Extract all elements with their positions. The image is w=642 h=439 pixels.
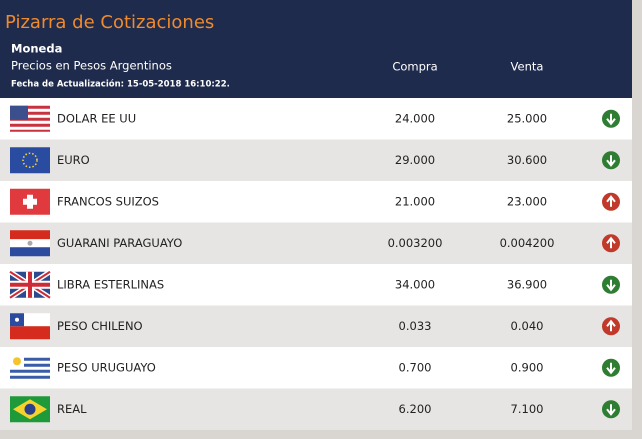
sell-price: 0.040 — [511, 319, 544, 333]
currency-name: GUARANI PARAGUAYO — [57, 236, 182, 250]
row-background — [0, 98, 632, 140]
row: PESO CHILENO 0.033 0.040 — [0, 305, 632, 347]
flag — [10, 354, 50, 381]
currency-name: DOLAR EE UU — [57, 111, 136, 125]
row: REAL 6.200 7.100 — [0, 388, 632, 430]
sell-price: 0.004200 — [500, 236, 555, 250]
trend-arrow — [606, 319, 616, 332]
row: EURO 29.000 30.600 — [0, 139, 632, 181]
updated: Fecha de Actualización: 15-05-2018 16:10… — [11, 79, 230, 90]
sell-price: 30.600 — [507, 153, 547, 167]
row-background — [0, 139, 632, 181]
row: DOLAR EE UU 24.000 25.000 — [0, 98, 632, 140]
trend-arrow — [606, 195, 616, 207]
flag — [10, 105, 50, 132]
sell-price: 25.000 — [507, 111, 547, 125]
row-background — [0, 181, 632, 223]
trend-arrow — [606, 362, 616, 375]
column-sell: Venta — [511, 60, 544, 74]
buy-price: 34.000 — [395, 277, 435, 291]
buy-price: 24.000 — [395, 111, 435, 125]
flag — [10, 147, 50, 174]
buy-price: 29.000 — [395, 153, 435, 167]
buy-price: 0.003200 — [388, 236, 443, 250]
trend-arrow — [606, 279, 616, 292]
currency-name: FRANCOS SUIZOS — [57, 194, 159, 208]
row-background — [0, 305, 632, 347]
trend-arrow — [606, 113, 616, 126]
buy-price: 0.700 — [399, 360, 432, 374]
column-buy: Compra — [392, 60, 437, 74]
buy-price: 0.033 — [399, 319, 432, 333]
sell-price: 0.900 — [511, 360, 544, 374]
currency-name: LIBRA ESTERLINAS — [57, 277, 164, 291]
trend-arrow — [606, 404, 616, 416]
subtitle: Precios en Pesos Argentinos — [11, 59, 172, 73]
row-background — [0, 388, 632, 430]
column-currency: Moneda — [11, 42, 62, 56]
flag — [10, 396, 50, 423]
sell-price: 36.900 — [507, 277, 547, 291]
row-background — [0, 347, 632, 389]
row: GUARANI PARAGUAYO 0.003200 0.004200 — [0, 222, 632, 264]
row: FRANCOS SUIZOS 21.000 23.000 — [0, 181, 632, 223]
row-background — [0, 222, 632, 264]
sell-price: 7.100 — [511, 402, 544, 416]
flag — [10, 188, 50, 215]
trend-arrow — [606, 236, 616, 249]
currency-name: PESO URUGUAYO — [57, 360, 156, 374]
buy-price: 6.200 — [399, 402, 432, 416]
currency-name: PESO CHILENO — [57, 319, 143, 333]
flag — [10, 230, 50, 257]
flag — [8, 269, 52, 300]
row: PESO URUGUAYO 0.700 0.900 — [0, 347, 632, 389]
rows: DOLAR EE UU 24.000 25.000 EURO 29.000 30.600 F… — [0, 98, 632, 430]
header-panel — [0, 0, 632, 98]
row-background — [0, 264, 632, 306]
currency-name: EURO — [57, 153, 90, 167]
flag — [10, 313, 50, 340]
row: LIBRA ESTERLINAS 34.000 36.900 — [0, 264, 632, 306]
trend-arrow — [606, 155, 616, 167]
currency-name: REAL — [57, 402, 87, 416]
sell-price: 23.000 — [507, 194, 547, 208]
title: Pizarra de Cotizaciones — [5, 12, 214, 33]
buy-price: 21.000 — [395, 194, 435, 208]
